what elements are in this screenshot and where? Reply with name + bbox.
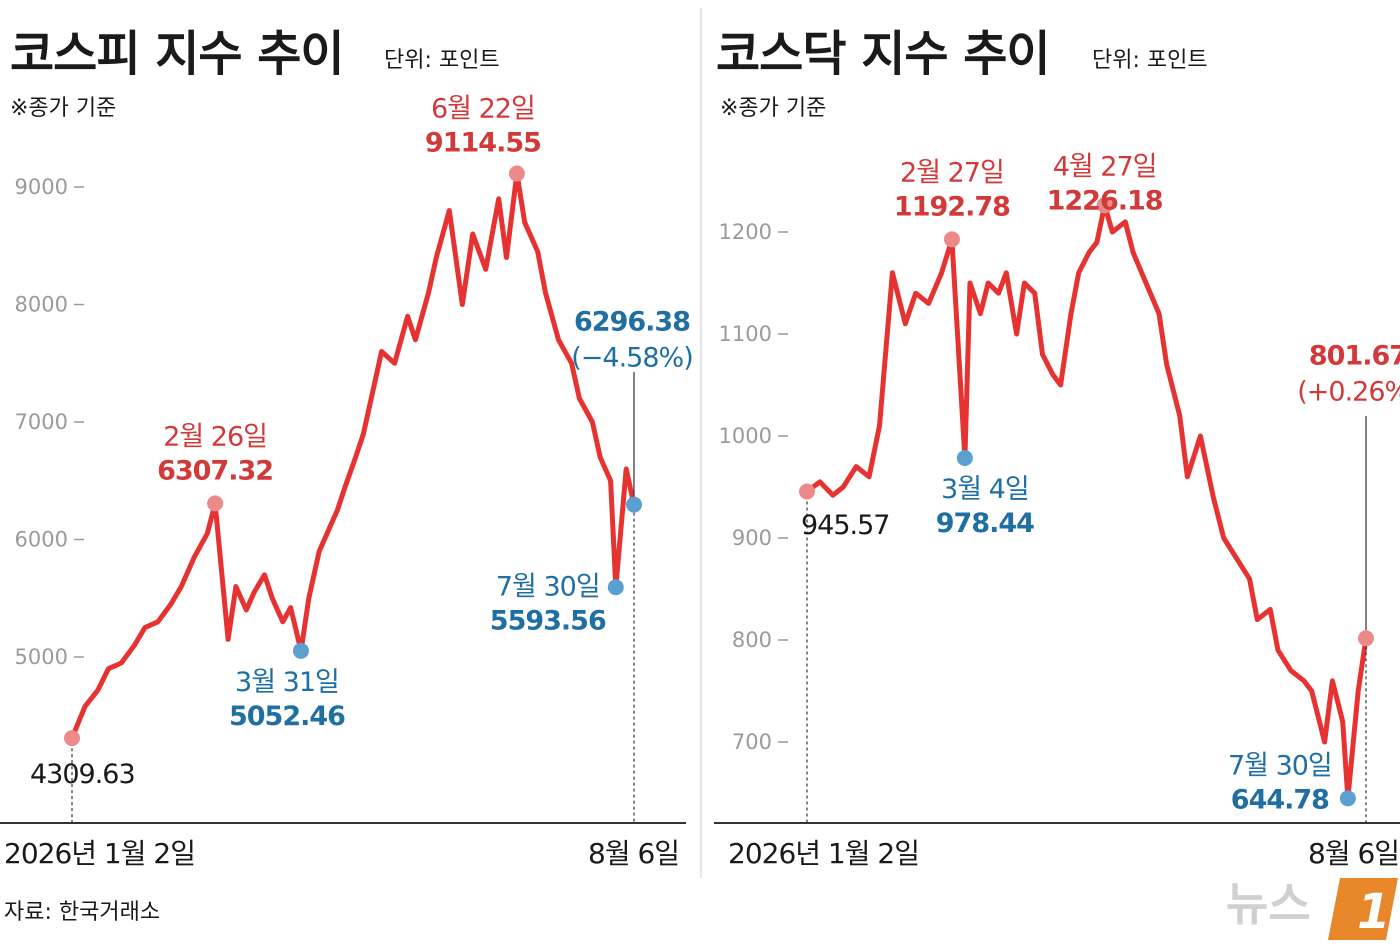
kospi-ytick-label: 9000 (15, 175, 68, 199)
kosdaq-start-value: 945.57 (801, 510, 889, 541)
kosdaq-ytick-label: 800 (732, 628, 772, 652)
kosdaq-title: 코스닥 지수 추이 (716, 26, 1051, 82)
logo-text: 뉴스 (1226, 877, 1311, 931)
news1-logo-icon: 뉴스 1 (1226, 877, 1398, 940)
kosdaq-low-value-label: 644.78 (1231, 784, 1329, 815)
kospi-high-date-label: 6월 22일 (431, 94, 535, 125)
kospi-last-change: (−4.58%) (571, 343, 692, 374)
kosdaq-ytick-label: 1000 (719, 424, 772, 448)
kosdaq-low-point (1339, 790, 1356, 807)
kospi-ytick-label: 6000 (15, 528, 68, 552)
kospi-ytick-label: 5000 (15, 645, 68, 669)
kosdaq-high-point (943, 231, 960, 248)
kosdaq-ytick-label: 700 (732, 730, 772, 754)
kospi-last-value: 6296.38 (574, 307, 690, 338)
kospi-low-value-label: 5593.56 (490, 605, 606, 636)
kospi-index-line (69, 171, 637, 741)
kosdaq-low-value-label: 978.44 (936, 508, 1034, 539)
kospi-title: 코스피 지수 추이 (10, 26, 345, 82)
source-credit: 자료: 한국거래소 (4, 900, 161, 925)
kosdaq-high-value-label: 1192.78 (894, 191, 1010, 222)
kospi-start-value: 4309.63 (30, 759, 135, 790)
kosdaq-line-chart: 700 800 900 1000 1100 1200 945.57 2월 27일1192.78… (719, 151, 1400, 822)
kosdaq-baseline (714, 822, 1400, 824)
kospi-ytick-label: 8000 (15, 293, 68, 317)
kosdaq-start-date: 2026년 1월 2일 (728, 837, 920, 870)
kospi-end-date: 8월 6일 (588, 837, 680, 870)
kospi-closing-note: ※종가 기준 (10, 96, 117, 121)
kosdaq-ytick-label: 1200 (719, 220, 772, 244)
kosdaq-high-point (1096, 197, 1113, 214)
kosdaq-high-date-label: 4월 27일 (1053, 151, 1157, 182)
kospi-high-value-label: 9114.55 (425, 128, 541, 159)
kospi-line-chart: 5000 6000 7000 8000 9000 4309.63 2월 26일6307.32… (15, 94, 694, 822)
kosdaq-low-date-label: 3월 4일 (941, 474, 1029, 505)
kospi-low-date-label: 7월 30일 (496, 571, 600, 602)
kospi-high-point (207, 495, 224, 512)
kospi-low-value-label: 5052.46 (229, 701, 345, 732)
kosdaq-high-value-label: 1226.18 (1047, 185, 1163, 216)
kosdaq-low-date-label: 7월 30일 (1228, 750, 1332, 781)
kosdaq-low-point (956, 449, 973, 466)
logo-mark-background (1328, 878, 1398, 940)
kosdaq-closing-note: ※종가 기준 (720, 96, 827, 121)
panel-divider (700, 8, 702, 878)
kosdaq-last-change: (+0.26%) (1297, 376, 1400, 407)
kosdaq-ytick-label: 1100 (719, 322, 772, 346)
kospi-low-date-label: 3월 31일 (235, 667, 339, 698)
kosdaq-last-value: 801.67 (1309, 340, 1400, 371)
kospi-high-value-label: 6307.32 (157, 455, 273, 486)
kospi-ytick-label: 7000 (15, 410, 68, 434)
kosdaq-last-point (1358, 630, 1374, 647)
kospi-high-point (508, 165, 525, 182)
kospi-high-date-label: 2월 26일 (163, 421, 267, 452)
kospi-low-point (292, 642, 309, 659)
kosdaq-unit-label: 단위: 포인트 (1092, 48, 1208, 73)
kospi-baseline (0, 822, 686, 824)
logo-mark-text: 1 (1357, 884, 1390, 940)
kospi-last-point (626, 496, 642, 513)
kosdaq-end-date: 8월 6일 (1308, 837, 1400, 870)
kosdaq-ytick-label: 900 (732, 526, 772, 550)
kospi-start-point (64, 730, 80, 747)
kospi-unit-label: 단위: 포인트 (384, 48, 500, 73)
kospi-low-point (607, 579, 624, 596)
kosdaq-high-date-label: 2월 27일 (900, 157, 1004, 188)
kospi-start-date: 2026년 1월 2일 (4, 837, 196, 870)
kosdaq-start-point (799, 483, 815, 500)
kosdaq-index-line (804, 202, 1369, 801)
